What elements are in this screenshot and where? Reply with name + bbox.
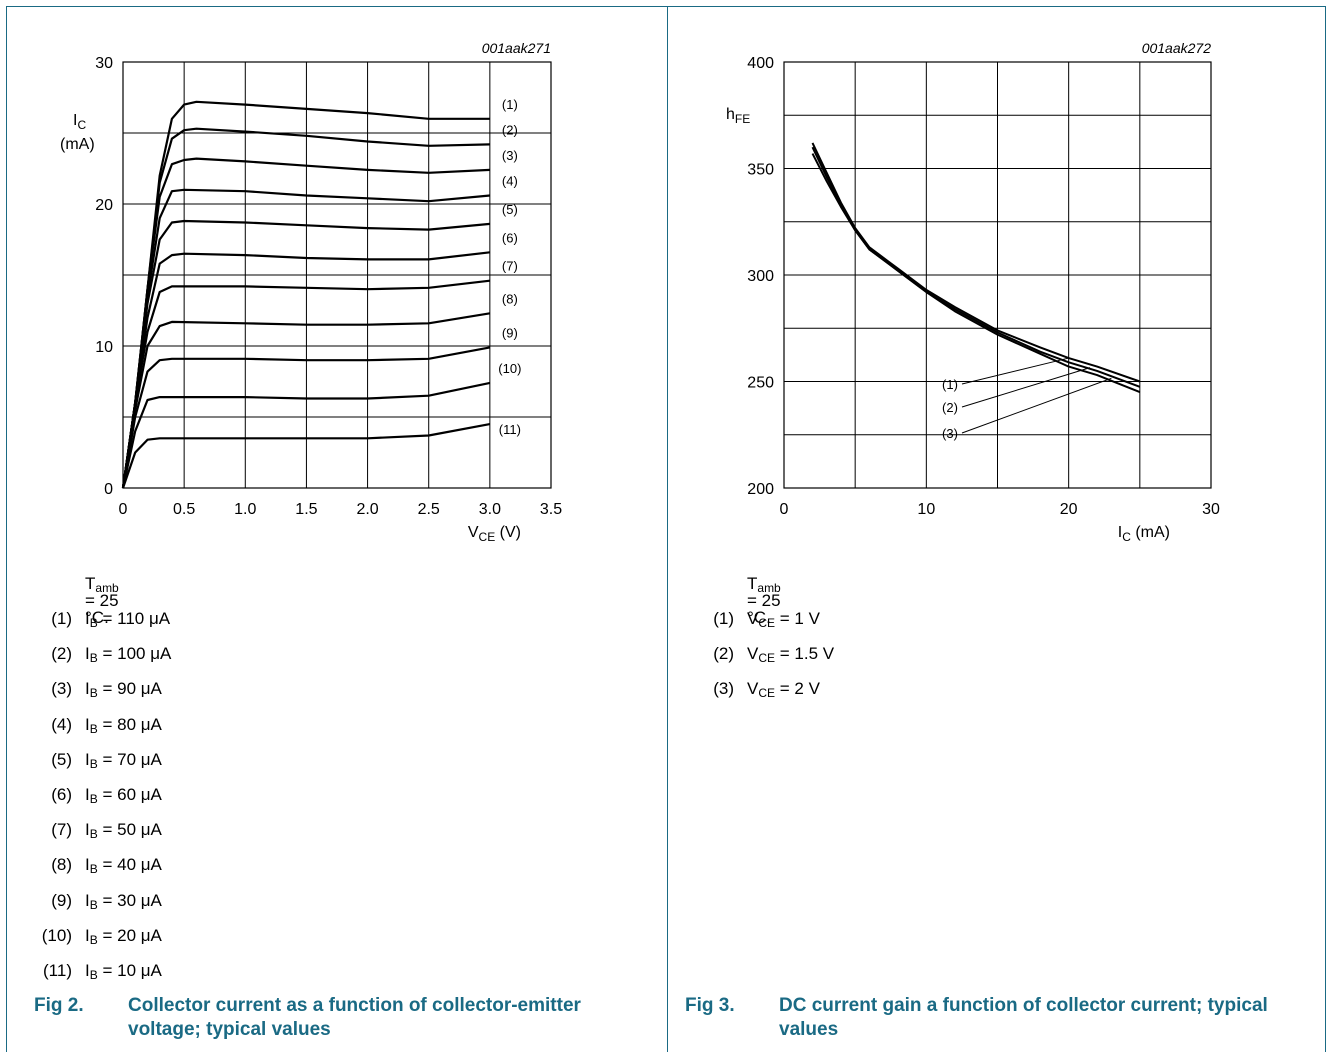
legend-item-text: IB = 20 μA bbox=[85, 925, 162, 947]
series-leader-line bbox=[961, 367, 1091, 408]
legend-item-number: (6) bbox=[51, 785, 72, 804]
series-label: (1) bbox=[942, 377, 958, 392]
legend-item-text: IB = 70 μA bbox=[85, 749, 162, 771]
fig3-label: Fig 3. bbox=[685, 995, 735, 1016]
series-line bbox=[121, 381, 491, 489]
legend-item-text: VCE = 1 V bbox=[747, 609, 820, 630]
legend-item-number: (4) bbox=[51, 714, 72, 734]
series-label: (10) bbox=[498, 361, 521, 376]
series-line bbox=[121, 219, 491, 489]
series-label: (11) bbox=[499, 422, 521, 437]
legend-item-number: (5) bbox=[51, 749, 72, 769]
series-label: (3) bbox=[502, 148, 518, 163]
series-leader-line bbox=[961, 357, 1069, 385]
x-tick-label: 2.5 bbox=[418, 501, 440, 518]
x-tick-label: 3.0 bbox=[479, 501, 501, 518]
y-tick-label: 0 bbox=[104, 481, 113, 498]
legend-item-text: IB = 80 μA bbox=[85, 714, 162, 736]
legend-item-number: (3) bbox=[713, 679, 734, 699]
legend-item-text: IB = 100 μA bbox=[85, 644, 172, 666]
series-leader-line bbox=[961, 377, 1112, 434]
fig3-condition: Tamb = 25 °C. bbox=[747, 574, 781, 627]
series-label: (7) bbox=[502, 259, 518, 274]
plot-border bbox=[122, 61, 552, 489]
page-frame bbox=[6, 6, 1326, 1052]
figure-code: 001aak272 bbox=[1142, 40, 1212, 56]
x-tick-label: 0 bbox=[119, 501, 128, 518]
legend-item-number: (2) bbox=[713, 644, 734, 664]
y-tick-label: 300 bbox=[747, 268, 774, 285]
legend-item-text: VCE = 2 V bbox=[747, 679, 820, 701]
legend-item-text: IB = 10 μA bbox=[85, 961, 162, 982]
x-tick-label: 10 bbox=[917, 501, 935, 518]
legend-item-text: IB = 40 μA bbox=[85, 855, 162, 877]
series-label: (5) bbox=[502, 202, 518, 217]
series-line bbox=[811, 142, 1141, 383]
plot-border bbox=[783, 61, 1212, 489]
y-tick-label: 30 bbox=[95, 55, 113, 72]
x-axis-label: VCE (V) bbox=[468, 524, 521, 544]
figure-code: 001aak271 bbox=[482, 40, 551, 56]
series-label: (2) bbox=[502, 122, 518, 137]
fig2-label: Fig 2. bbox=[34, 995, 84, 1016]
y-tick-label: 10 bbox=[95, 339, 113, 356]
series-label: (8) bbox=[502, 291, 518, 306]
x-tick-label: 30 bbox=[1202, 501, 1220, 518]
x-tick-label: 3.5 bbox=[540, 501, 562, 518]
legend-item-text: IB = 90 μA bbox=[85, 679, 162, 701]
series-label: (4) bbox=[502, 173, 518, 188]
legend-item-number: (1) bbox=[51, 609, 72, 628]
y-tick-label: 350 bbox=[747, 162, 774, 179]
fig2-caption-text: Collector current as a function of colle… bbox=[128, 995, 581, 1040]
series-line bbox=[121, 423, 491, 489]
y-tick-label: 250 bbox=[747, 375, 774, 392]
legend-item-number: (8) bbox=[51, 855, 72, 875]
series-label: (9) bbox=[502, 325, 518, 340]
legend-item-number: (7) bbox=[51, 820, 72, 840]
legend-item-number: (9) bbox=[51, 890, 72, 910]
y-tick-label: 20 bbox=[95, 197, 113, 214]
legend-item-text: IB = 50 μA bbox=[85, 820, 162, 842]
series-label: (2) bbox=[942, 400, 958, 415]
x-axis-label: IC (mA) bbox=[1118, 524, 1170, 544]
y-tick-label: 400 bbox=[747, 55, 774, 72]
x-tick-label: 20 bbox=[1060, 501, 1078, 518]
series-line bbox=[121, 279, 491, 489]
y-axis-unit: (mA) bbox=[60, 136, 95, 153]
y-axis-label: IC bbox=[73, 112, 86, 132]
x-tick-label: 1.5 bbox=[295, 501, 317, 518]
x-tick-label: 0.5 bbox=[173, 501, 195, 518]
legend-item-text: VCE = 1.5 V bbox=[747, 644, 835, 666]
series-label: (6) bbox=[502, 230, 518, 245]
x-tick-label: 2.0 bbox=[356, 501, 378, 518]
y-axis-label: hFE bbox=[726, 106, 750, 126]
series-line bbox=[121, 251, 491, 489]
legend-item-number: (10) bbox=[41, 925, 72, 945]
series-line bbox=[811, 146, 1141, 388]
legend-item-number: (1) bbox=[713, 609, 734, 628]
legend-item-number: (3) bbox=[51, 679, 72, 699]
series-line bbox=[121, 346, 491, 489]
y-tick-label: 200 bbox=[747, 481, 774, 498]
column-divider bbox=[667, 6, 668, 1052]
series-line bbox=[121, 312, 491, 489]
series-line bbox=[811, 153, 1141, 394]
series-label: (1) bbox=[502, 97, 518, 112]
series-label: (3) bbox=[942, 426, 958, 441]
x-tick-label: 1.0 bbox=[234, 501, 256, 518]
legend-item-number: (11) bbox=[43, 961, 72, 980]
legend-item-number: (2) bbox=[51, 644, 72, 664]
fig2-condition: Tamb = 25 °C. bbox=[85, 574, 119, 627]
fig3-caption-text: DC current gain a function of collector … bbox=[779, 995, 1268, 1040]
legend-item-text: IB = 30 μA bbox=[85, 890, 162, 912]
x-tick-label: 0 bbox=[780, 501, 789, 518]
legend-item-text: IB = 110 μA bbox=[85, 609, 171, 630]
legend-item-text: IB = 60 μA bbox=[85, 785, 162, 806]
